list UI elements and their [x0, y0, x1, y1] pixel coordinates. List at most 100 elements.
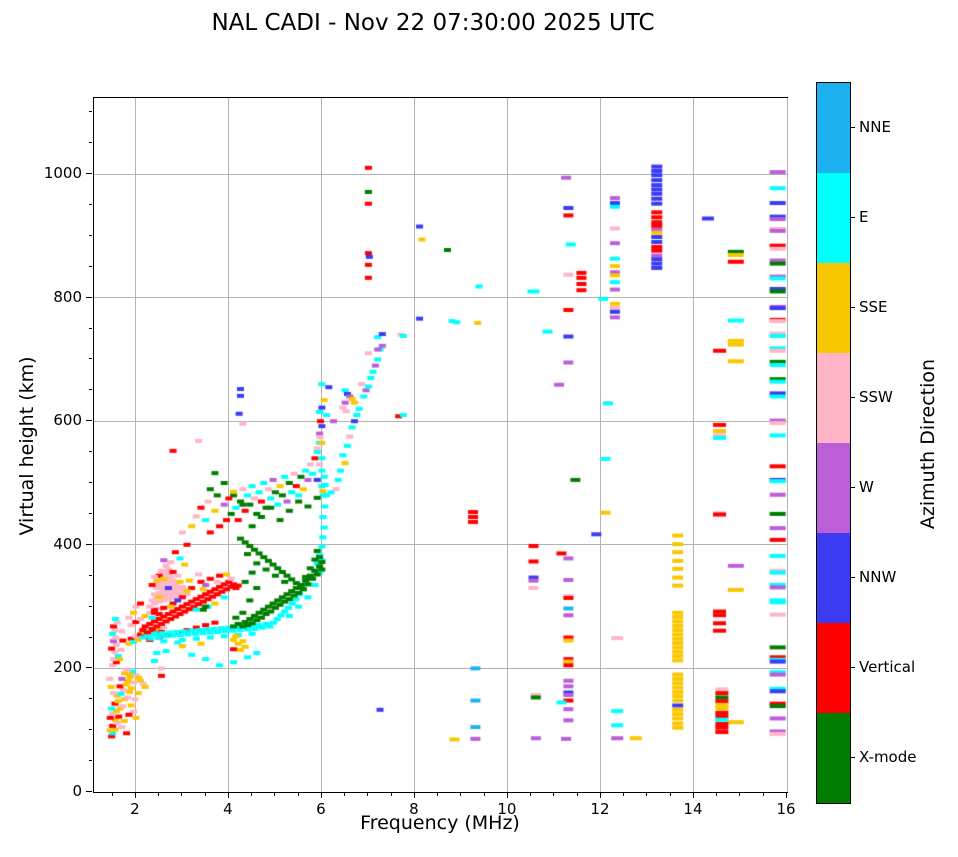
- x-minor-tick: [111, 792, 113, 796]
- y-tick-label-400: 400: [53, 534, 82, 553]
- x-minor-tick: [297, 792, 299, 796]
- y-minor-tick: [88, 482, 92, 483]
- x-minor-tick: [739, 792, 741, 796]
- colorbar-segment-Vertical: [817, 623, 850, 713]
- x-minor-tick: [483, 792, 485, 796]
- x-minor-tick: [623, 792, 625, 796]
- x-minor-tick: [158, 792, 160, 796]
- page-title: NAL CADI - Nov 22 07:30:00 2025 UTC: [211, 10, 655, 36]
- y-minor-tick: [88, 142, 92, 144]
- x-minor-tick: [390, 792, 392, 796]
- colorbar-label-NNW: NNW: [859, 568, 897, 586]
- colorbar-segment-NNE: [817, 83, 850, 173]
- x-tick-label-16: 16: [776, 800, 796, 818]
- x-tick-label-8: 8: [409, 800, 419, 818]
- colorbar-tick-Vertical: [851, 667, 855, 668]
- y-minor-tick: [88, 636, 92, 638]
- x-minor-tick: [460, 792, 462, 796]
- x-major-tick-16: [786, 792, 787, 798]
- x-tick-label-2: 2: [130, 800, 140, 818]
- y-minor-tick: [88, 389, 92, 391]
- x-minor-tick: [437, 792, 439, 796]
- colorbar-title: Azimuth Direction: [917, 358, 939, 530]
- x-tick-label-4: 4: [223, 800, 233, 818]
- colorbar-tick-X-mode: [851, 757, 855, 758]
- x-minor-tick: [530, 792, 532, 796]
- colorbar-label-X-mode: X-mode: [859, 748, 917, 766]
- x-tick-label-14: 14: [683, 800, 703, 818]
- x-minor-tick: [646, 792, 648, 796]
- y-minor-tick: [88, 698, 92, 700]
- colorbar-segment-X-mode: [817, 713, 850, 803]
- plot-area: [93, 97, 788, 793]
- y-minor-tick: [88, 111, 92, 113]
- y-major-tick-200: [86, 667, 92, 669]
- y-minor-tick: [88, 760, 92, 762]
- x-tick-label-12: 12: [590, 800, 610, 818]
- x-minor-tick: [251, 792, 253, 796]
- x-minor-tick: [274, 792, 276, 796]
- y-tick-label-1000: 1000: [43, 164, 82, 182]
- y-major-tick-800: [86, 296, 92, 298]
- colorbar-label-SSW: SSW: [859, 388, 893, 406]
- colorbar-label-SSE: SSE: [859, 298, 888, 316]
- x-major-tick-2: [134, 792, 136, 798]
- x-tick-label-6: 6: [316, 800, 326, 818]
- y-major-tick-600: [86, 420, 92, 422]
- y-tick-label-800: 800: [53, 287, 82, 306]
- colorbar-tick-SSE: [851, 307, 855, 308]
- x-minor-tick: [669, 792, 671, 796]
- y-major-tick-1000: [86, 173, 92, 174]
- colorbar-segment-SSW: [817, 353, 850, 443]
- x-minor-tick: [204, 792, 206, 796]
- colorbar-tick-NNE: [851, 127, 855, 128]
- gridline-x-16: [786, 98, 788, 792]
- colorbar-segment-NNW: [817, 533, 850, 623]
- x-minor-tick: [762, 792, 764, 796]
- x-minor-tick: [716, 792, 718, 796]
- x-axis-label: Frequency (MHz): [360, 812, 520, 834]
- x-tick-label-10: 10: [497, 800, 517, 818]
- x-minor-tick: [367, 792, 369, 796]
- y-major-tick-400: [86, 543, 92, 545]
- y-minor-tick: [88, 574, 92, 576]
- x-minor-tick: [181, 792, 183, 796]
- y-axis-label: Virtual height (km): [16, 356, 38, 536]
- colorbar-tick-NNW: [851, 577, 855, 578]
- colorbar-tick-SSW: [851, 397, 855, 398]
- y-tick-label-200: 200: [53, 658, 82, 677]
- y-minor-tick: [88, 605, 92, 607]
- colorbar-label-NNE: NNE: [859, 118, 891, 136]
- colorbar-label-E: E: [859, 208, 869, 226]
- colorbar-segment-W: [817, 443, 850, 533]
- x-minor-tick: [344, 792, 346, 796]
- scatter-points-canvas: [94, 98, 787, 792]
- x-major-tick-10: [506, 792, 508, 798]
- x-major-tick-8: [413, 792, 415, 798]
- y-minor-tick: [88, 512, 92, 514]
- colorbar-label-Vertical: Vertical: [859, 658, 916, 676]
- y-minor-tick: [88, 729, 92, 731]
- y-minor-tick: [88, 265, 92, 267]
- y-tick-label-600: 600: [53, 411, 82, 430]
- y-minor-tick: [88, 327, 92, 329]
- x-major-tick-14: [692, 792, 694, 798]
- x-minor-tick: [553, 792, 555, 796]
- y-minor-tick: [88, 234, 92, 236]
- colorbar-tick-W: [851, 487, 855, 488]
- colorbar-segment-SSE: [817, 263, 850, 353]
- colorbar-tick-E: [851, 217, 855, 218]
- y-major-tick-0: [86, 791, 92, 792]
- y-minor-tick: [88, 451, 92, 453]
- x-major-tick-4: [227, 792, 229, 798]
- colorbar-label-W: W: [859, 478, 874, 496]
- y-tick-label-0: 0: [72, 782, 82, 800]
- colorbar-segment-E: [817, 173, 850, 263]
- y-minor-tick: [88, 203, 92, 205]
- y-minor-tick: [88, 358, 92, 360]
- x-major-tick-12: [599, 792, 601, 798]
- x-major-tick-6: [320, 792, 322, 798]
- x-minor-tick: [576, 792, 578, 796]
- colorbar: [816, 82, 851, 804]
